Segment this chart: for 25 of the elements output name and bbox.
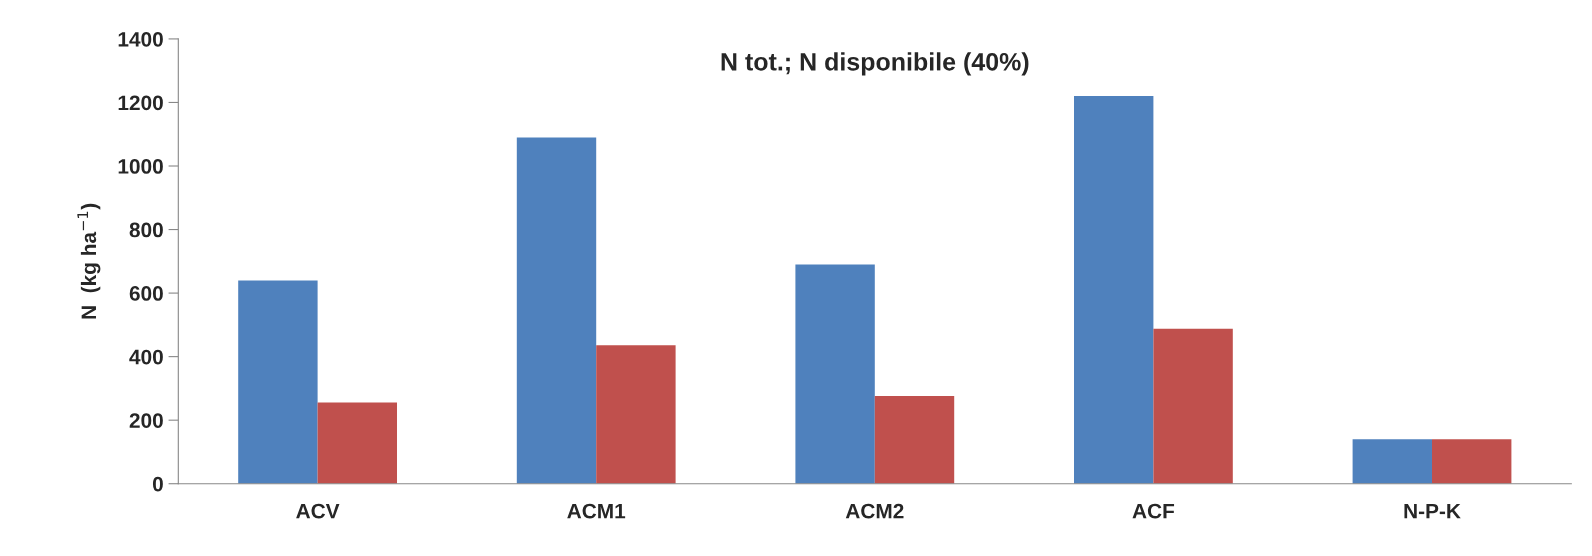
y-tick-label: 1200 — [118, 95, 163, 111]
bar — [1352, 439, 1432, 484]
x-tick-label: ACM1 — [567, 503, 626, 519]
bar — [874, 396, 955, 484]
bar — [516, 137, 597, 484]
bar — [596, 345, 676, 484]
y-tick-label: 1400 — [118, 31, 163, 47]
x-tick-label: ACV — [296, 503, 340, 519]
bar — [1153, 328, 1233, 484]
bar — [238, 280, 318, 484]
y-tick-label: 800 — [129, 222, 163, 238]
bar — [1432, 439, 1512, 484]
y-tick-label: 600 — [129, 286, 163, 301]
y-axis-title: N (kg ha$^{−1}$) — [77, 203, 101, 319]
bar — [317, 402, 398, 484]
x-tick-label: ACM2 — [845, 503, 904, 519]
y-tick-label: 200 — [129, 413, 163, 428]
x-tick-label: N-P-K — [1404, 503, 1461, 519]
y-tick-label: 0 — [152, 476, 163, 492]
y-tick-label: 400 — [129, 349, 163, 365]
x-tick-label: ACF — [1132, 503, 1175, 519]
bar — [795, 264, 875, 484]
bar — [1074, 96, 1154, 484]
chart-title: N tot.; N disponibile (40%) — [721, 52, 1029, 76]
y-tick-label: 1000 — [118, 159, 163, 174]
